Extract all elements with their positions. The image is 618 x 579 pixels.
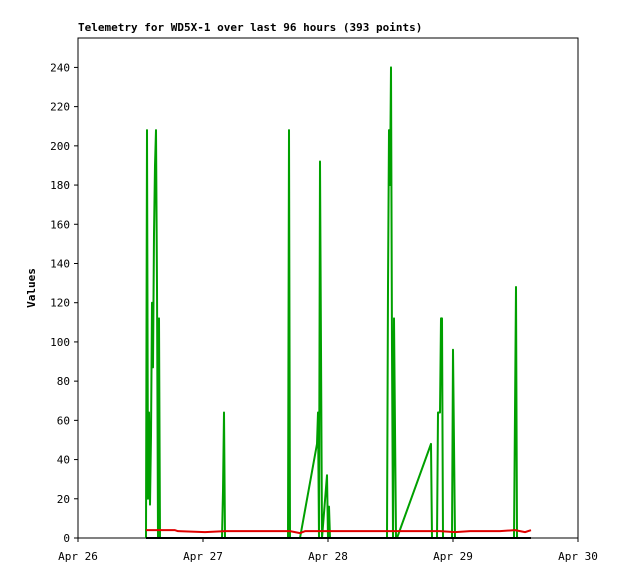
y-tick-label: 60 [57,414,70,427]
x-tick-label: Apr 29 [433,550,473,563]
y-tick-label: 120 [50,297,70,310]
y-tick-label: 40 [57,454,70,467]
series-line [146,529,532,535]
y-tick-label: 20 [57,493,70,506]
y-tick-label: 80 [57,375,70,388]
y-tick-label: 240 [50,61,70,74]
y-tick-label: 100 [50,336,70,349]
y-tick-label: 0 [63,532,70,545]
y-tick-label: 200 [50,140,70,153]
y-axis-label: Values [25,268,38,308]
series-line [145,66,518,539]
chart-title: Telemetry for WD5X-1 over last 96 hours … [78,21,422,34]
x-tick-label: Apr 30 [558,550,598,563]
y-tick-label: 220 [50,101,70,114]
y-tick-label: 180 [50,179,70,192]
x-tick-label: Apr 28 [308,550,348,563]
x-tick-label: Apr 27 [183,550,223,563]
x-tick-label: Apr 26 [58,550,98,563]
y-tick-label: 160 [50,218,70,231]
y-tick-label: 140 [50,257,70,270]
